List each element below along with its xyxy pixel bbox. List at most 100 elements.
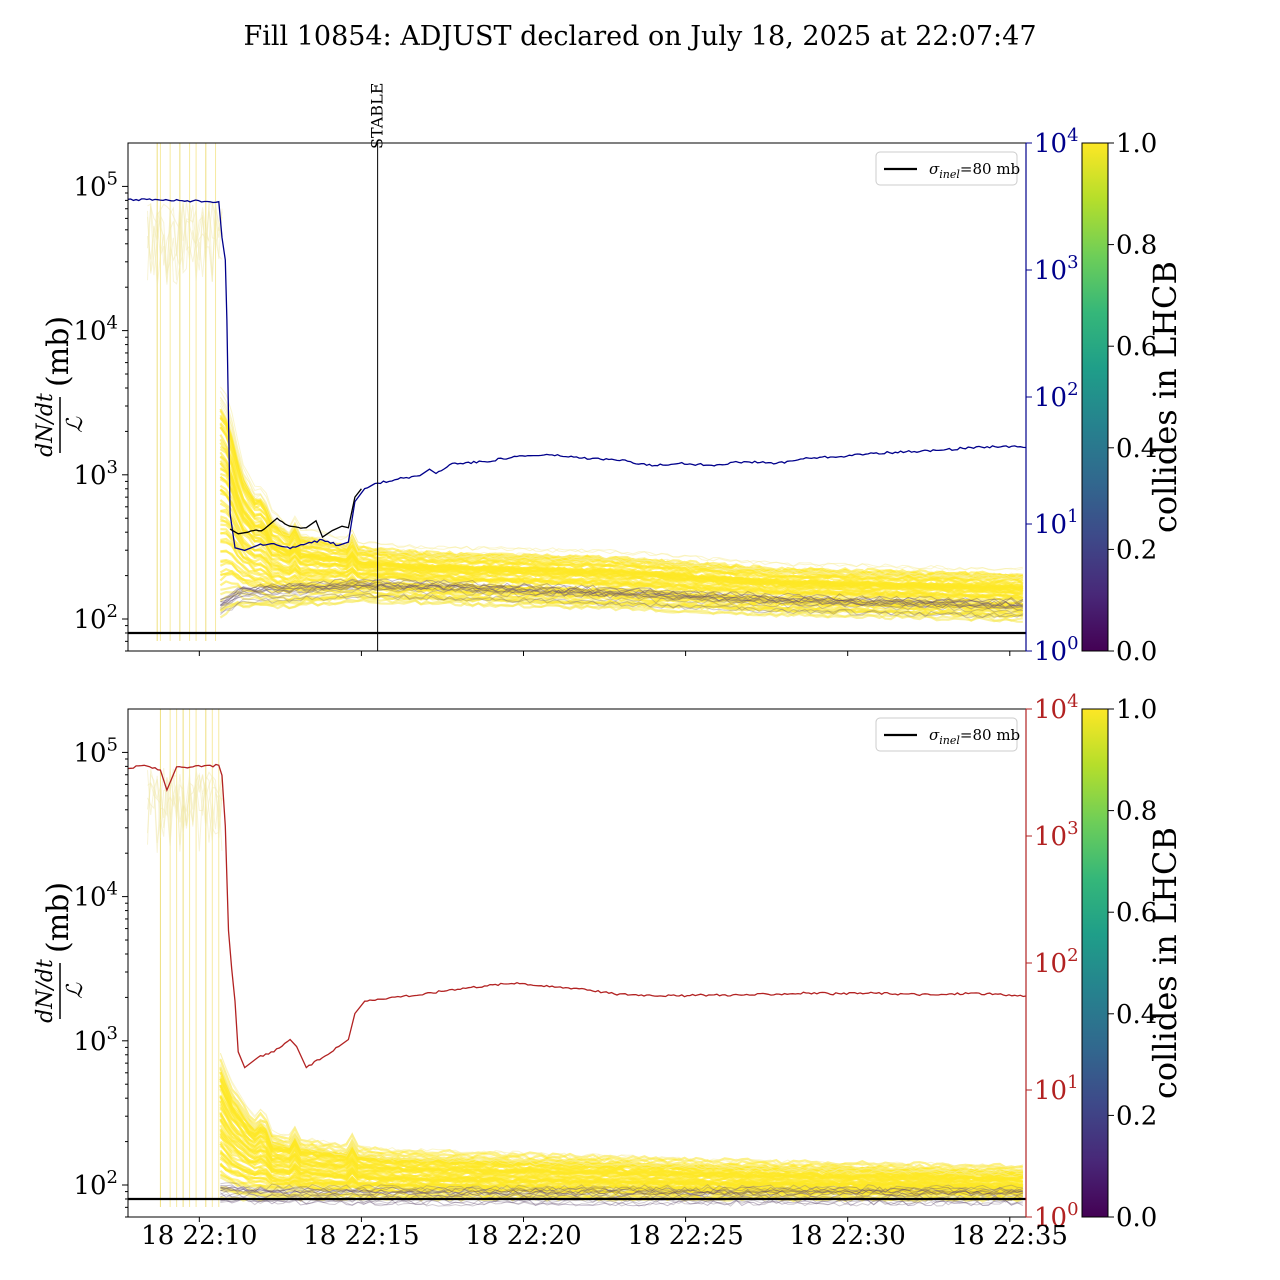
noncolliding-trace (220, 579, 1024, 605)
y-tick-label: 102 (73, 1167, 118, 1201)
noncolliding-trace (220, 1198, 1023, 1206)
colorbar-tick-label: 0.2 (1116, 535, 1157, 565)
noncolliding-trace (220, 581, 1023, 607)
noncolliding-trace (220, 580, 1024, 607)
bunch-trace (219, 1058, 1023, 1173)
bunch-trace (219, 1065, 1023, 1178)
bunch-trace (147, 202, 223, 287)
colorbar-tick-label: 0.2 (1116, 1101, 1157, 1131)
bunch-trace (219, 1053, 1023, 1170)
y-tick-label: 102 (73, 601, 118, 635)
colorbar-gradient (1081, 142, 1109, 652)
colorbar-tick-label: 1.0 (1116, 695, 1157, 725)
y-tick-label: 105 (73, 168, 118, 202)
y-tick-label: 105 (73, 734, 118, 768)
bunch-trace (219, 434, 1024, 586)
colorbar-tick-label: 0.0 (1116, 637, 1157, 667)
colorbar-tick-label: 0.8 (1116, 231, 1157, 261)
x-tick-label: 18 22:20 (465, 1221, 581, 1251)
y2-tick-label: 101 (1034, 1072, 1079, 1106)
y-tick-label: 104 (73, 313, 118, 347)
x-tick-label: 18 22:15 (303, 1221, 419, 1251)
bunch-trace (147, 201, 223, 285)
y2-tick-label: 102 (1034, 945, 1079, 979)
bunch-trace (219, 1143, 1023, 1195)
x-tick-label: 18 22:35 (952, 1221, 1068, 1251)
y2-tick-label: 100 (1034, 633, 1079, 667)
colorbar: 0.0 0.2 0.4 0.6 0.8 1.0 collides in LHCB (1081, 129, 1184, 667)
primary-series (229, 488, 362, 539)
noncolliding-trace (220, 1185, 1023, 1194)
x-tick-label: 18 22:10 (141, 1221, 257, 1251)
bunch-trace (219, 1124, 1024, 1190)
y2-tick-label: 100 (1034, 1199, 1079, 1233)
noncolliding-trace (220, 583, 1023, 609)
bunch-trace (219, 580, 1024, 618)
bunch-trace (219, 1095, 1023, 1183)
colorbar-tick-label: 0.4 (1116, 1000, 1157, 1030)
colorbar-tick-label: 0.6 (1116, 898, 1157, 928)
y2-tick-label: 103 (1034, 818, 1079, 852)
y2-tick-label: 104 (1034, 691, 1079, 725)
bunch-trace (219, 484, 1024, 595)
y-label-unit: (mb) (41, 882, 76, 953)
noncolliding-trace (220, 584, 1023, 610)
y-tick-label: 104 (73, 879, 118, 913)
bunch-trace (219, 399, 1023, 577)
plot-area (128, 143, 1026, 641)
bunch-trace (219, 567, 1023, 615)
y-tick-label: 103 (73, 457, 118, 491)
noncolliding-trace (220, 1190, 1023, 1201)
bunch-trace (219, 445, 1023, 590)
stable-label: STABLE (368, 83, 387, 149)
noncolliding-trace (220, 1189, 1024, 1198)
x-tick-label: 18 22:25 (627, 1221, 743, 1251)
bunch-trace (219, 1118, 1024, 1187)
bunch-trace (220, 386, 1023, 571)
colorbar-tick-label: 0.4 (1116, 434, 1157, 464)
noncolliding-trace (220, 592, 1023, 618)
y-tick-label: 103 (73, 1023, 118, 1057)
legend-box (875, 151, 1018, 186)
noncolliding-trace (220, 584, 1023, 611)
top-panel: STABLE 102 103 104 105 100 101 102 103 104 dN/dt ℒ (… (33, 83, 1184, 667)
bunch-trace (219, 417, 1024, 585)
noncolliding-trace (220, 1184, 1023, 1194)
noncolliding-trace (220, 593, 1024, 619)
legend: σinel=80 mb (875, 151, 1020, 186)
bunch-trace (147, 768, 223, 853)
noncolliding-trace (220, 583, 1023, 609)
rate-series (128, 763, 1026, 1069)
bottom-panel: 102 103 104 105 100 101 102 103 104 18 22:10 18 22… (33, 691, 1184, 1251)
noncolliding-trace (220, 1182, 1023, 1191)
noncolliding-trace (220, 582, 1023, 608)
x-tick-label: 18 22:30 (790, 1221, 906, 1251)
plot-area (128, 709, 1026, 1207)
noncolliding-trace (220, 578, 1024, 603)
y2-tick-label: 103 (1034, 252, 1079, 286)
y-axis-label: dN/dt ℒ (mb) (33, 316, 88, 457)
noncolliding-trace (220, 582, 1024, 607)
y-label-unit: (mb) (41, 316, 76, 387)
bunch-trace (147, 768, 223, 852)
y-label-denominator: ℒ (63, 982, 88, 999)
y2-tick-label: 101 (1034, 506, 1079, 540)
colorbar-label: collides in LHCB (1146, 827, 1184, 1099)
bunch-trace (147, 200, 223, 282)
colorbar-tick-label: 0.8 (1116, 797, 1157, 827)
bunch-trace (220, 528, 1024, 607)
y-label-denominator: ℒ (63, 416, 88, 433)
bunch-trace (219, 598, 1023, 623)
y2-tick-label: 102 (1034, 379, 1079, 413)
colorbar-tick-label: 0.0 (1116, 1203, 1157, 1233)
noncolliding-trace (220, 1186, 1023, 1195)
colorbar-tick-label: 0.6 (1116, 332, 1157, 362)
noncolliding-trace (220, 583, 1023, 610)
colorbar-label: collides in LHCB (1146, 261, 1184, 533)
bunch-trace (219, 502, 1024, 600)
legend: σinel=80 mb (875, 717, 1020, 752)
figure-title: Fill 10854: ADJUST declared on July 18, … (244, 21, 1037, 52)
bunch-trace (220, 510, 1024, 597)
noncolliding-trace (220, 1186, 1023, 1196)
legend-label: σinel=80 mb (929, 160, 1020, 181)
